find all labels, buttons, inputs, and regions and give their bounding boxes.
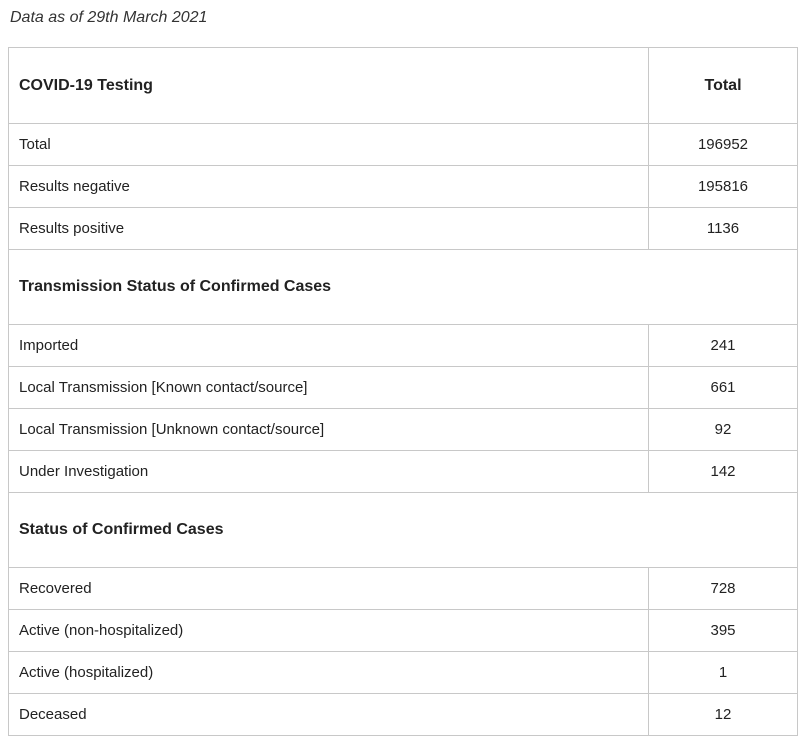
row-value: 728: [648, 567, 798, 610]
section-title: Status of Confirmed Cases: [8, 492, 649, 568]
table-row: Results negative 195816: [8, 165, 798, 208]
section-header-status: Status of Confirmed Cases: [8, 492, 798, 568]
section-header-transmission: Transmission Status of Confirmed Cases: [8, 249, 798, 325]
table-row: Active (non-hospitalized) 395: [8, 609, 798, 652]
row-label: Local Transmission [Known contact/source…: [8, 366, 649, 409]
row-label: Under Investigation: [8, 450, 649, 493]
table-row: Total 196952: [8, 123, 798, 166]
row-label: Imported: [8, 324, 649, 367]
row-value: 195816: [648, 165, 798, 208]
covid-testing-table: COVID-19 Testing Total Total 196952 Resu…: [8, 47, 798, 736]
row-label: Local Transmission [Unknown contact/sour…: [8, 408, 649, 451]
section-empty-cell: [648, 492, 798, 568]
header-value: Total: [648, 47, 798, 124]
table-row: Imported 241: [8, 324, 798, 367]
row-value: 92: [648, 408, 798, 451]
table-row: Local Transmission [Unknown contact/sour…: [8, 408, 798, 451]
row-value: 1: [648, 651, 798, 694]
row-value: 196952: [648, 123, 798, 166]
table-header-row: COVID-19 Testing Total: [8, 47, 798, 124]
row-label: Recovered: [8, 567, 649, 610]
table-row: Results positive 1136: [8, 207, 798, 250]
section-title: Transmission Status of Confirmed Cases: [8, 249, 649, 325]
row-value: 12: [648, 693, 798, 736]
row-label: Active (non-hospitalized): [8, 609, 649, 652]
row-value: 395: [648, 609, 798, 652]
row-value: 661: [648, 366, 798, 409]
row-label: Results negative: [8, 165, 649, 208]
row-label: Active (hospitalized): [8, 651, 649, 694]
section-empty-cell: [648, 249, 798, 325]
row-label: Total: [8, 123, 649, 166]
row-label: Results positive: [8, 207, 649, 250]
row-value: 1136: [648, 207, 798, 250]
table-row: Active (hospitalized) 1: [8, 651, 798, 694]
data-date-note: Data as of 29th March 2021: [10, 9, 208, 26]
row-value: 142: [648, 450, 798, 493]
row-label: Deceased: [8, 693, 649, 736]
header-label: COVID-19 Testing: [8, 47, 649, 124]
table-row: Recovered 728: [8, 567, 798, 610]
row-value: 241: [648, 324, 798, 367]
table-row: Deceased 12: [8, 693, 798, 736]
table-row: Under Investigation 142: [8, 450, 798, 493]
table-row: Local Transmission [Known contact/source…: [8, 366, 798, 409]
